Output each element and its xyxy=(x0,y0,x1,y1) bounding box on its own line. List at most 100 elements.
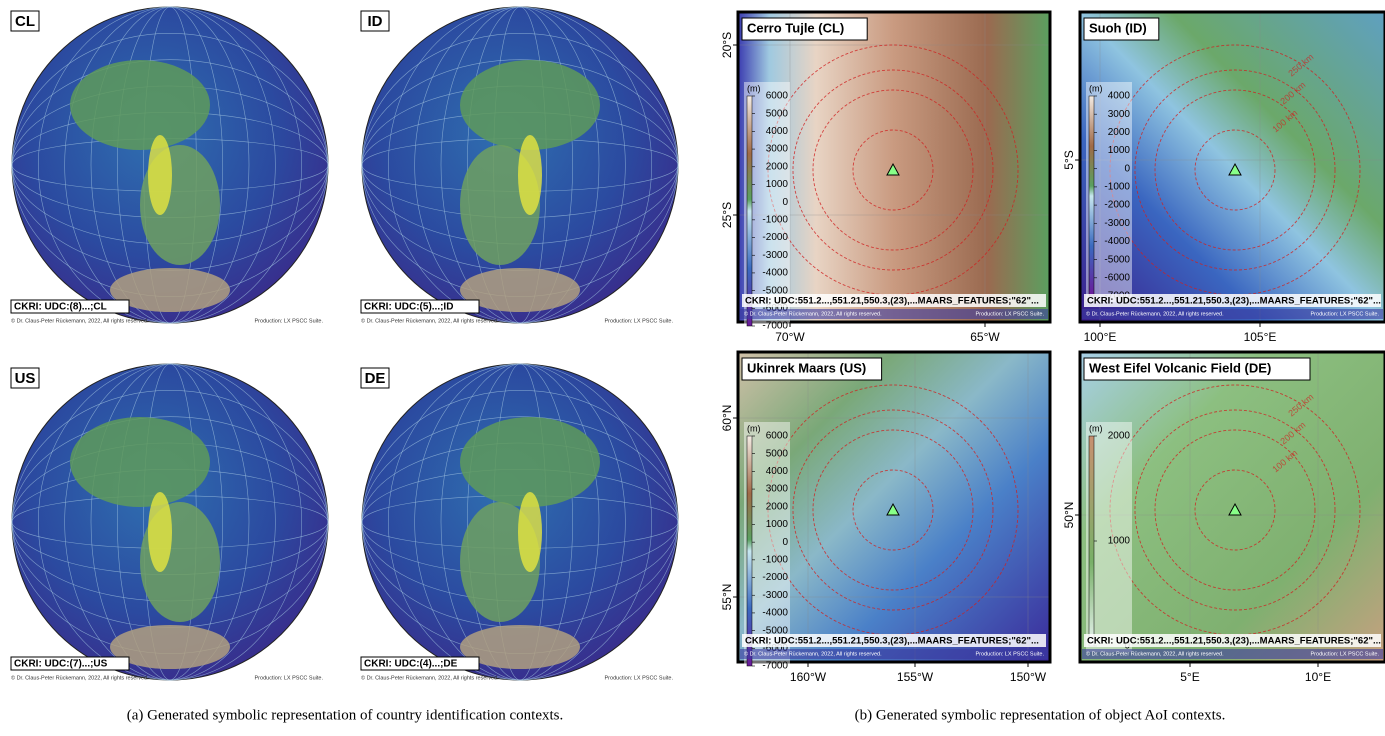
ckri-label: CKRI: UDC:(5)...;ID xyxy=(364,302,453,313)
legend-label: 2000 xyxy=(1108,431,1131,442)
lon-label: 10°E xyxy=(1305,670,1331,684)
globe-panel: ID CKRI: UDC:(5)...;ID © Dr. Claus-Peter R… xyxy=(361,7,678,324)
ckri-label: CKRI: UDC:(8)...;CL xyxy=(14,302,107,313)
highlight xyxy=(518,492,542,572)
copyright: © Dr. Claus-Peter Rückemann, 2022, All r… xyxy=(361,674,499,681)
production: Production: LX PSCC Suite. xyxy=(255,318,324,324)
figure: CL CKRI: UDC:(8)...;CL © Dr. Claus-Peter R… xyxy=(0,0,1385,736)
map-title: Suoh (ID) xyxy=(1089,20,1147,35)
copyright: © Dr. Claus-Peter Rückemann, 2022, All r… xyxy=(11,317,149,324)
lon-label: 100°E xyxy=(1084,330,1117,344)
legend-label: -3000 xyxy=(762,590,788,601)
legend-label: 3000 xyxy=(766,484,789,495)
ckri-label: CKRI: UDC:(4)...;DE xyxy=(364,659,458,670)
legend-label: 4000 xyxy=(766,126,789,137)
ckri-label: CKRI: UDC:(7)...;US xyxy=(14,659,108,670)
lat-label: 50°N xyxy=(1062,502,1076,529)
map-title: West Eifel Volcanic Field (DE) xyxy=(1089,360,1271,375)
legend-unit: (m) xyxy=(1089,83,1103,93)
legend-label: -6000 xyxy=(1104,272,1130,283)
globe-panel: US CKRI: UDC:(7)...;US © Dr. Claus-Peter R… xyxy=(11,364,328,681)
production: Production: LX PSCC Suite. xyxy=(1311,651,1380,657)
copyright: © Dr. Claus-Peter Rückemann, 2022, All r… xyxy=(361,317,499,324)
map-title: Cerro Tujle (CL) xyxy=(747,20,844,35)
legend-label: 0 xyxy=(782,197,788,208)
legend-label: -5000 xyxy=(1104,254,1130,265)
production: Production: LX PSCC Suite. xyxy=(255,675,324,681)
legend-label: 1000 xyxy=(1108,145,1131,156)
map-panel: Ukinrek Maars (US) (m) 6000 5000 4000 3000 200… xyxy=(720,352,1050,684)
globe-panel: CL CKRI: UDC:(8)...;CL © Dr. Claus-Peter R… xyxy=(11,7,328,324)
lat-label: 55°N xyxy=(720,584,734,611)
copyright: © Dr. Claus-Peter Rückemann, 2022, All r… xyxy=(1086,650,1224,657)
land xyxy=(70,417,210,507)
legend-label: 1000 xyxy=(1108,536,1131,547)
legend-label: 0 xyxy=(782,537,788,548)
legend-label: 6000 xyxy=(766,91,789,102)
highlight xyxy=(148,492,172,572)
legend-label: 4000 xyxy=(1108,91,1131,102)
legend-label: 1000 xyxy=(766,519,789,530)
highlight xyxy=(518,135,542,215)
colorbar xyxy=(1089,96,1094,296)
country-code: US xyxy=(15,370,36,387)
legend-label: -1000 xyxy=(1104,182,1130,193)
lat-label: 20°S xyxy=(720,32,734,58)
legend-unit: (m) xyxy=(1089,423,1103,433)
lat-label: 5°S xyxy=(1062,150,1076,169)
copyright: © Dr. Claus-Peter Rückemann, 2022, All r… xyxy=(744,310,882,317)
copyright: © Dr. Claus-Peter Rückemann, 2022, All r… xyxy=(11,674,149,681)
legend-label: -4000 xyxy=(762,608,788,619)
legend-label: 2000 xyxy=(1108,127,1131,138)
country-code: CL xyxy=(15,13,35,30)
globe-panel: DE CKRI: UDC:(4)...;DE © Dr. Claus-Peter R… xyxy=(361,364,678,681)
lon-label: 65°W xyxy=(970,330,1000,344)
legend-label: 0 xyxy=(1124,163,1130,174)
legend-unit: (m) xyxy=(747,83,761,93)
legend-label: 4000 xyxy=(766,466,789,477)
lat-label: 60°N xyxy=(720,405,734,432)
lon-label: 160°W xyxy=(790,670,827,684)
lon-label: 150°W xyxy=(1010,670,1047,684)
legend-label: -3000 xyxy=(762,250,788,261)
country-code: DE xyxy=(365,370,386,387)
legend-label: -1000 xyxy=(762,214,788,225)
caption: (b) Generated symbolic representation of… xyxy=(855,707,1226,723)
legend-label: -2000 xyxy=(762,572,788,583)
ckri-label: CKRI: UDC:551.2...,551.21,550.3,(23),...… xyxy=(745,296,1039,307)
legend-label: 1000 xyxy=(766,179,789,190)
lon-label: 155°W xyxy=(897,670,934,684)
legend-label: -7000 xyxy=(762,661,788,672)
legend-label: 3000 xyxy=(766,144,789,155)
legend-label: 5000 xyxy=(766,448,789,459)
map-panel: Cerro Tujle (CL) (m) 6000 5000 4000 3000 2000 1… xyxy=(720,12,1050,344)
copyright: © Dr. Claus-Peter Rückemann, 2022, All r… xyxy=(1086,310,1224,317)
legend-label: 5000 xyxy=(766,108,789,119)
lon-label: 5°E xyxy=(1180,670,1199,684)
production: Production: LX PSCC Suite. xyxy=(976,651,1045,657)
production: Production: LX PSCC Suite. xyxy=(605,318,674,324)
colorbar xyxy=(1089,436,1094,646)
ckri-label: CKRI: UDC:551.2...,551.21,550.3,(23),...… xyxy=(1087,636,1381,647)
legend-label: 2000 xyxy=(766,161,789,172)
colorbar xyxy=(747,436,752,666)
legend-label: -2000 xyxy=(762,232,788,243)
ckri-label: CKRI: UDC:551.2...,551.21,550.3,(23),...… xyxy=(1087,296,1381,307)
production: Production: LX PSCC Suite. xyxy=(605,675,674,681)
ckri-label: CKRI: UDC:551.2...,551.21,550.3,(23),...… xyxy=(745,636,1039,647)
map-title: Ukinrek Maars (US) xyxy=(747,360,866,375)
country-code: ID xyxy=(368,13,383,30)
legend-label: 6000 xyxy=(766,431,789,442)
land xyxy=(70,60,210,150)
legend-label: -3000 xyxy=(1104,218,1130,229)
production: Production: LX PSCC Suite. xyxy=(1311,311,1380,317)
legend-unit: (m) xyxy=(747,423,761,433)
colorbar xyxy=(747,96,752,326)
caption: (a) Generated symbolic representation of… xyxy=(127,707,564,723)
highlight xyxy=(148,135,172,215)
legend-label: -2000 xyxy=(1104,200,1130,211)
copyright: © Dr. Claus-Peter Rückemann, 2022, All r… xyxy=(744,650,882,657)
legend-label: 2000 xyxy=(766,501,789,512)
